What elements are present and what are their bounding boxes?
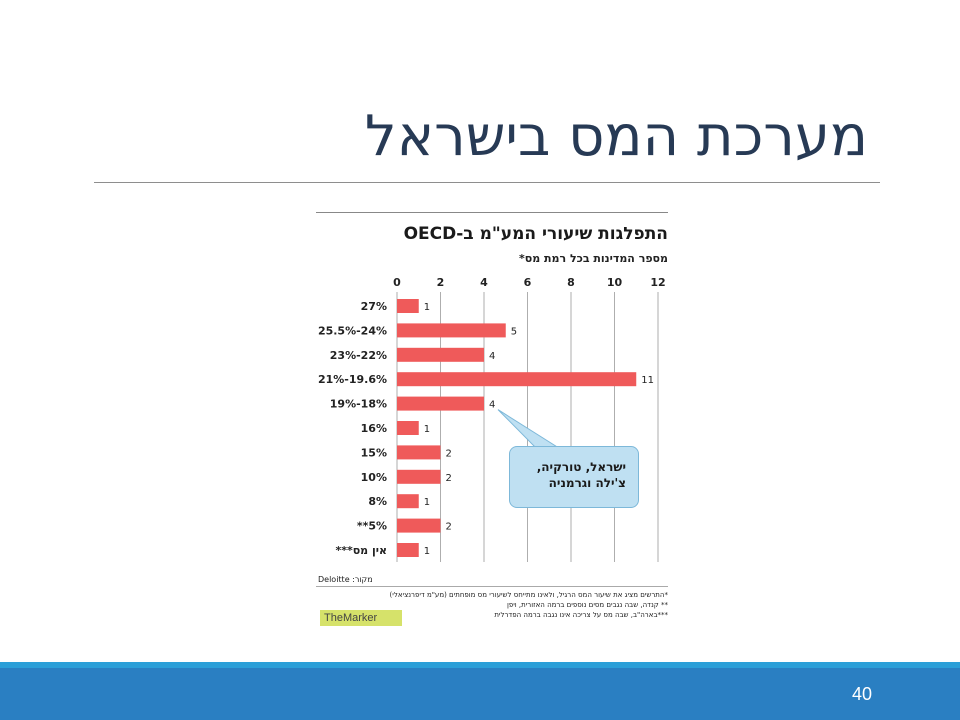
category-label: 25.5%-24% — [318, 324, 387, 337]
callout-pointer — [497, 409, 564, 451]
x-tick-label: 8 — [567, 276, 575, 289]
value-label: 2 — [446, 448, 452, 459]
publisher-logo: TheMarker — [320, 610, 402, 626]
annotation-callout: ישראל, טורקיה, צ'ילה וגרמניה — [509, 446, 639, 508]
chart-footnotes: *התרשים מציג את שיעור המס הרגיל, ולאינו … — [316, 590, 668, 620]
value-label: 4 — [489, 351, 495, 362]
value-label: 4 — [489, 400, 495, 411]
category-label: **5% — [357, 520, 387, 533]
annotation-line-1: ישראל, טורקיה, — [536, 460, 626, 474]
source-divider — [316, 586, 668, 587]
footer-bar — [0, 668, 960, 720]
x-tick-label: 12 — [650, 276, 665, 289]
bar — [397, 469, 441, 484]
page-number: 40 — [851, 684, 872, 704]
value-label: 1 — [424, 424, 430, 435]
bar — [397, 347, 484, 362]
value-label: 5 — [511, 326, 517, 337]
category-label: 27% — [361, 300, 387, 313]
bar — [397, 421, 419, 435]
bar — [397, 372, 637, 387]
x-tick-label: 4 — [480, 276, 488, 289]
category-label: 19%-18% — [330, 398, 387, 411]
slide-title: מערכת המס בישראל — [364, 104, 868, 169]
bar — [397, 299, 419, 313]
x-tick-label: 6 — [524, 276, 532, 289]
value-label: 1 — [424, 546, 430, 557]
bar — [397, 323, 506, 338]
value-label: 2 — [446, 522, 452, 533]
bar — [397, 396, 484, 411]
value-label: 1 — [424, 497, 430, 508]
chart-figure: התפלגות שיעורי המע"מ ב-OECD מספר המדינות… — [316, 212, 670, 630]
figure-top-rule — [316, 212, 668, 213]
footnote-1: *התרשים מציג את שיעור המס הרגיל, ולאינו … — [389, 591, 668, 599]
category-label: 8% — [368, 495, 387, 508]
category-label: ***אין מס — [335, 544, 387, 557]
value-label: 2 — [446, 473, 452, 484]
category-label: 23%-22% — [330, 349, 387, 362]
category-label: 21%-19.6% — [318, 373, 387, 386]
x-tick-label: 0 — [393, 276, 401, 289]
bar — [397, 518, 441, 533]
annotation-line-2: צ'ילה וגרמניה — [548, 476, 626, 490]
x-tick-label: 10 — [607, 276, 623, 289]
x-tick-label: 2 — [437, 276, 445, 289]
footnote-3: ***בארה"ב, שבה מס על צריכה אינו נגבה ברמ… — [494, 611, 668, 619]
category-label: 16% — [361, 422, 387, 435]
chart-source: מקור: Deloitte — [318, 575, 373, 584]
title-divider — [94, 182, 880, 183]
category-label: 15% — [361, 446, 387, 459]
bar — [397, 543, 419, 557]
value-label: 11 — [641, 375, 654, 386]
value-label: 1 — [424, 302, 430, 313]
bar — [397, 494, 419, 509]
chart-title: התפלגות שיעורי המע"מ ב-OECD — [403, 224, 668, 244]
footer-accent-strip — [0, 662, 960, 668]
footnote-2: ** קנדה, שבה נגבים מסים נוספים ברמה האזו… — [506, 601, 668, 609]
chart-subtitle: מספר המדינות בכל רמת מס* — [519, 252, 668, 265]
bar — [397, 445, 441, 460]
category-label: 10% — [361, 471, 387, 484]
